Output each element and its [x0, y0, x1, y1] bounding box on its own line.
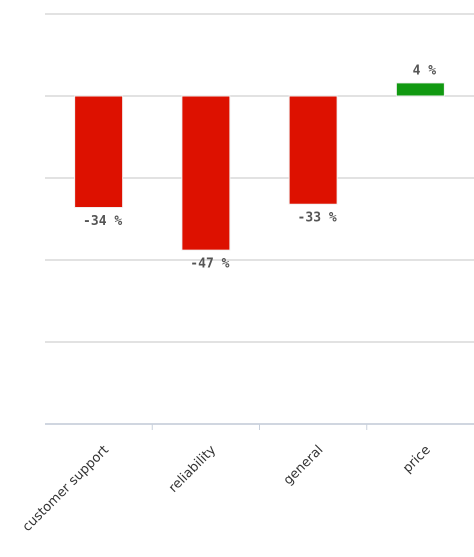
value-label: -34 %: [83, 214, 122, 229]
bar: [395, 82, 445, 97]
bar: [288, 95, 338, 205]
bar: [74, 95, 124, 209]
bar: [181, 95, 231, 251]
x-tick-label: general: [281, 443, 327, 489]
x-tick-label: price: [400, 443, 433, 476]
x-tick-label: customer support: [20, 443, 112, 535]
value-label: -47 %: [190, 257, 229, 272]
value-label: -33 %: [298, 211, 337, 226]
value-label: 4 %: [413, 63, 437, 78]
x-tick-label: reliability: [166, 442, 219, 495]
